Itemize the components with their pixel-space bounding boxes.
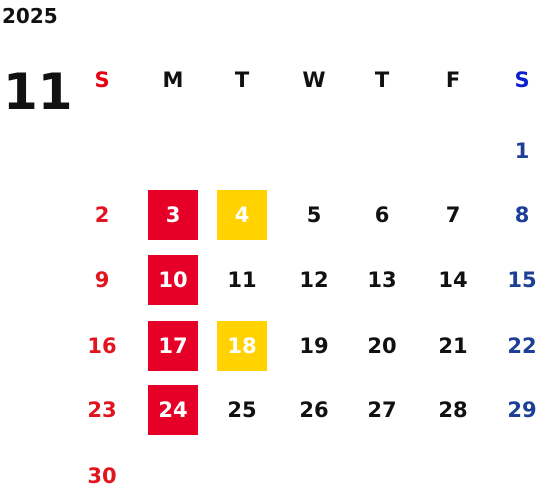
day: 23	[87, 398, 117, 422]
day: 11	[227, 268, 257, 292]
day: 6	[374, 203, 390, 227]
highlighted-day: 24	[148, 385, 198, 435]
month: 11	[3, 63, 73, 121]
weekday: T	[374, 68, 390, 92]
day: 30	[87, 464, 117, 488]
highlighted-day: 17	[148, 321, 198, 371]
day: 26	[299, 398, 329, 422]
day: 15	[507, 268, 537, 292]
day: 1	[514, 139, 530, 163]
day: 2	[94, 203, 110, 227]
day: 5	[306, 203, 322, 227]
day: 7	[445, 203, 461, 227]
day: 21	[438, 334, 468, 358]
highlighted-day: 4	[217, 190, 267, 240]
day: 20	[367, 334, 397, 358]
weekday: S	[514, 68, 530, 92]
day: 29	[507, 398, 537, 422]
day: 27	[367, 398, 397, 422]
weekday: F	[445, 68, 461, 92]
weekday: S	[94, 68, 110, 92]
day: 12	[299, 268, 329, 292]
day: 22	[507, 334, 537, 358]
day: 28	[438, 398, 468, 422]
day: 14	[438, 268, 468, 292]
day: 8	[514, 203, 530, 227]
day: 13	[367, 268, 397, 292]
weekday: M	[162, 68, 184, 92]
day: 19	[299, 334, 329, 358]
year: 2025	[2, 4, 58, 28]
day: 25	[227, 398, 257, 422]
highlighted-day: 3	[148, 190, 198, 240]
weekday: W	[302, 68, 326, 92]
weekday: T	[234, 68, 250, 92]
highlighted-day: 10	[148, 255, 198, 305]
day: 9	[94, 268, 110, 292]
day: 16	[87, 334, 117, 358]
highlighted-day: 18	[217, 321, 267, 371]
